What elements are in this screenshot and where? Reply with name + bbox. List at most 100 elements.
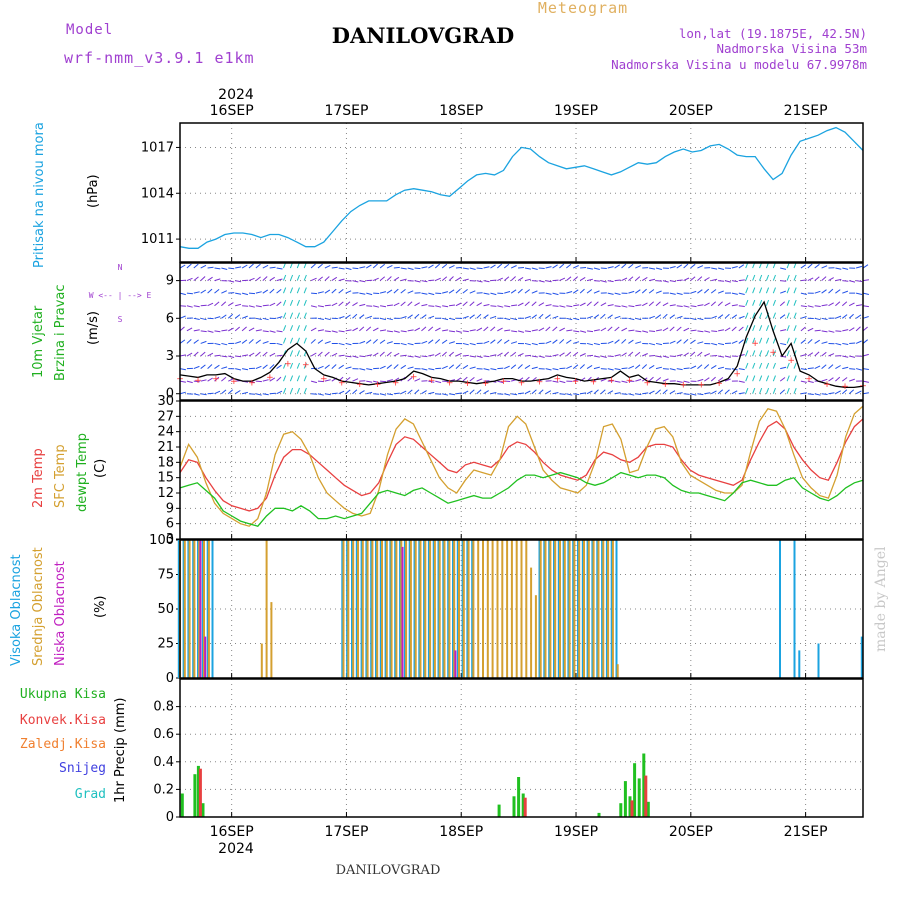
bottom-day-label: 17SEP — [324, 824, 368, 840]
wind-barb — [600, 368, 607, 370]
wind-barb — [476, 389, 482, 395]
wind-speed-line — [179, 300, 864, 389]
cloud-mid-bar — [342, 540, 345, 678]
wind-barb — [435, 327, 441, 332]
wind-barb — [469, 290, 476, 294]
wind-barb — [179, 354, 186, 357]
wind-barb — [635, 378, 642, 382]
bottom-day-label: 20SEP — [669, 824, 713, 840]
wind-barb — [780, 366, 787, 370]
wind-barb — [559, 352, 565, 357]
wind-barb — [338, 390, 345, 395]
wind-barb — [676, 354, 683, 357]
wind-barb — [289, 387, 294, 394]
wind-barb — [386, 393, 393, 396]
wind-barb — [800, 380, 807, 383]
cloud-mid-bar — [482, 540, 484, 678]
ytick-label: 3 — [166, 532, 174, 547]
precip-conv-bar — [198, 768, 202, 817]
wind-barb — [545, 266, 552, 269]
wind-barb — [559, 277, 566, 282]
wind-barb — [538, 355, 545, 358]
wind-barb — [614, 264, 620, 269]
wind-gust-marker: + — [679, 381, 687, 391]
wind-barb — [386, 341, 393, 344]
wind-barb — [276, 330, 283, 333]
ytick-label: 9 — [166, 274, 174, 289]
wind-barb — [607, 368, 614, 371]
precip-total-bar — [517, 777, 521, 817]
wind-barb — [504, 317, 511, 321]
wind-gust-marker: + — [518, 378, 526, 388]
wind-barb — [455, 364, 461, 369]
wind-barb — [780, 342, 787, 346]
wind-barb — [448, 304, 456, 307]
wind-barb — [462, 301, 468, 307]
wind-barb — [324, 364, 330, 369]
precip-legend-conv: Konvek.Kisa — [20, 713, 106, 728]
wind-barb — [386, 264, 393, 269]
wind-barb — [531, 355, 538, 358]
wind-barb — [690, 276, 696, 281]
cloud-high-bar — [360, 540, 363, 678]
wind-barb — [669, 390, 676, 395]
wind-ylabel2: Brzina i Pravac — [53, 284, 68, 381]
wind-barb — [704, 277, 710, 282]
wind-barb — [441, 263, 448, 269]
wind-gust-marker: + — [751, 339, 759, 349]
wind-barb — [607, 280, 614, 283]
wind-barb — [483, 266, 490, 269]
wind-barb — [724, 302, 731, 307]
wind-barb — [711, 315, 717, 319]
wind-gust-marker: + — [626, 376, 634, 386]
wind-barb — [469, 314, 475, 319]
wind-barb — [641, 276, 648, 282]
wind-barb — [428, 391, 435, 395]
cloud-mid-bar — [515, 540, 518, 678]
wind-barb — [317, 263, 323, 269]
wind-barb — [745, 287, 749, 294]
wind-barb — [593, 366, 600, 370]
cloud-mid-bar — [414, 540, 417, 678]
wind-barb — [607, 292, 614, 295]
wind-barb — [524, 330, 531, 333]
temp-ylabel-2m: 2m Temp — [31, 448, 46, 508]
wind-barb — [373, 393, 380, 395]
wind-barb — [634, 276, 641, 281]
wind-barb — [510, 289, 517, 294]
wind-barb — [648, 376, 654, 382]
wind-barb — [407, 377, 413, 382]
wind-barb — [600, 327, 607, 332]
wind-barb — [221, 366, 228, 370]
wind-barb — [221, 355, 228, 358]
cloud-mid-bar — [510, 540, 513, 678]
wind-barb — [800, 353, 807, 357]
wind-barb — [697, 289, 703, 294]
wind-barb — [448, 351, 455, 357]
wind-barb — [621, 352, 627, 357]
cloud-high-bar — [197, 540, 199, 678]
wind-barb — [359, 368, 366, 371]
wind-barb — [407, 314, 413, 319]
wind-barb — [855, 314, 862, 319]
wind-barb — [821, 330, 828, 333]
wind-barb — [793, 362, 797, 369]
wind-barb — [545, 340, 552, 344]
wind-barb — [490, 315, 497, 319]
wind-barb — [359, 326, 365, 332]
cloud-mid-bar — [549, 540, 552, 678]
wind-barb — [200, 340, 207, 344]
cloud-mid-bar — [597, 540, 600, 678]
wind-barb — [400, 289, 406, 294]
wind-barb — [400, 267, 407, 270]
wind-barb — [248, 263, 254, 269]
wind-barb — [228, 292, 235, 294]
wind-barb — [248, 277, 255, 282]
wind-barb — [807, 393, 814, 395]
cloud-mid-bar — [381, 540, 383, 678]
wind-barb — [786, 362, 790, 369]
wind-barb — [448, 264, 455, 269]
wind-barb — [283, 362, 287, 369]
wind-barb — [559, 380, 566, 384]
wind-barb — [765, 362, 770, 369]
